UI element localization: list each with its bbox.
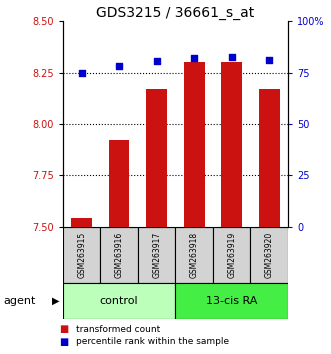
Bar [63, 227, 100, 283]
Text: agent: agent [3, 296, 36, 306]
Point [266, 57, 272, 63]
Bar [63, 283, 175, 319]
Text: GSM263917: GSM263917 [152, 232, 161, 278]
Point [117, 64, 122, 69]
Bar [184, 62, 205, 227]
Point [192, 55, 197, 61]
Bar [100, 227, 138, 283]
Bar [175, 227, 213, 283]
Title: GDS3215 / 36661_s_at: GDS3215 / 36661_s_at [96, 6, 255, 20]
Bar [71, 218, 92, 227]
Point [154, 58, 159, 64]
Bar [221, 62, 242, 227]
Text: GSM263918: GSM263918 [190, 232, 199, 278]
Text: transformed count: transformed count [76, 325, 161, 334]
Text: GSM263916: GSM263916 [115, 232, 124, 278]
Bar [138, 227, 175, 283]
Point [79, 70, 84, 75]
Text: GSM263920: GSM263920 [265, 232, 274, 278]
Text: percentile rank within the sample: percentile rank within the sample [76, 337, 229, 346]
Text: GSM263915: GSM263915 [77, 232, 86, 278]
Text: ■: ■ [60, 337, 69, 347]
Bar [251, 227, 288, 283]
Bar [146, 89, 167, 227]
Text: ■: ■ [60, 324, 69, 334]
Point [229, 55, 234, 60]
Text: control: control [100, 296, 138, 306]
Text: 13-cis RA: 13-cis RA [206, 296, 258, 306]
Bar [213, 227, 251, 283]
Bar [259, 89, 279, 227]
Bar [109, 140, 129, 227]
Text: ▶: ▶ [52, 296, 60, 306]
Text: GSM263919: GSM263919 [227, 232, 236, 278]
Bar [175, 283, 288, 319]
